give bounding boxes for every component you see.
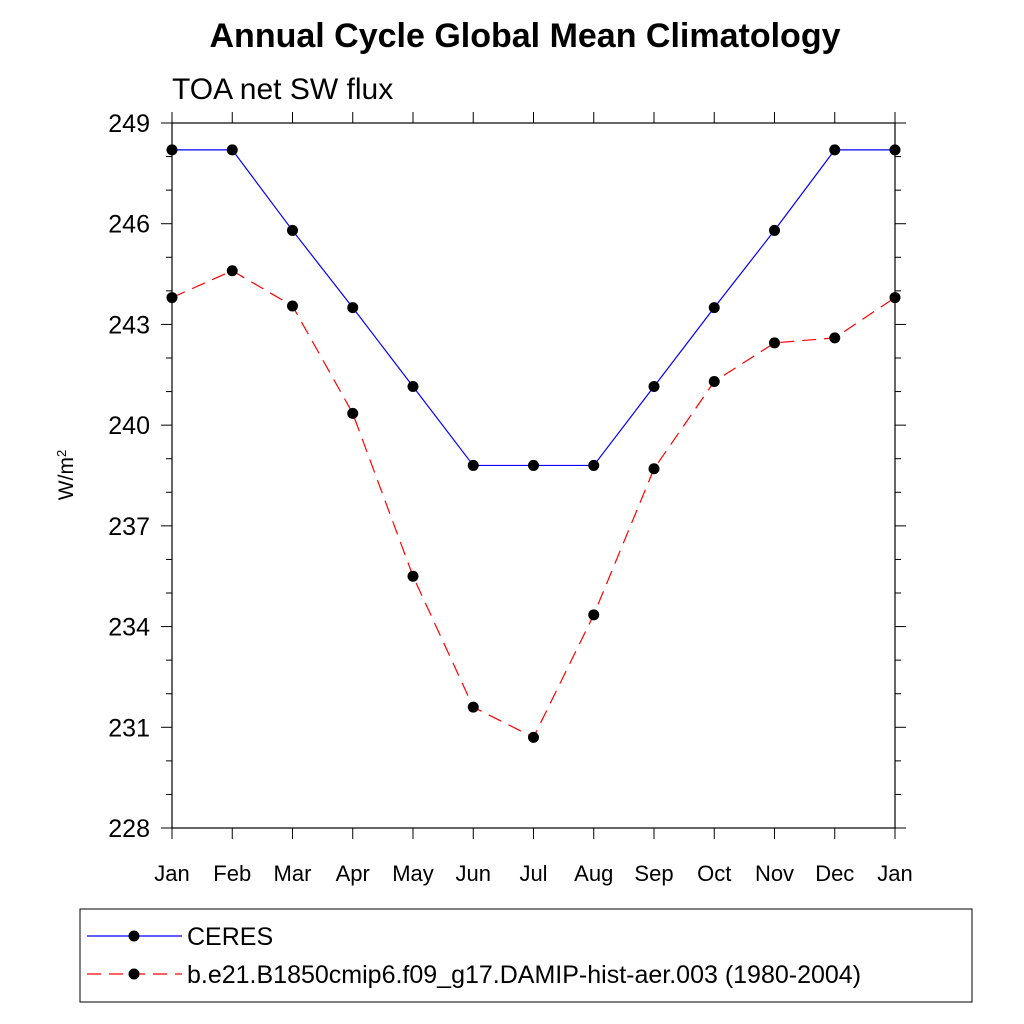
series-1-point — [166, 144, 178, 156]
series-2-point — [166, 292, 178, 304]
x-tick-label: Jul — [519, 861, 547, 886]
x-tick-label: Feb — [213, 861, 251, 886]
chart-subtitle: TOA net SW flux — [172, 73, 393, 106]
plot-frame — [171, 122, 896, 829]
x-tick-label: Jun — [456, 861, 491, 886]
legend-label-2: b.e21.B1850cmip6.f09_g17.DAMIP-hist-aer.… — [187, 961, 861, 989]
series-1-point — [528, 459, 539, 471]
y-axis-label-text: W/m — [55, 457, 78, 500]
y-tick-label: 228 — [108, 815, 150, 843]
series-2-point — [287, 300, 298, 312]
x-tick-label: Apr — [336, 861, 370, 886]
y-tick-label: 243 — [108, 311, 150, 339]
y-axis-label-superscript: 2 — [54, 450, 69, 457]
x-axis: Jan Feb Mar Apr May Jun Jul Aug Sep Oct Nov Dec Jan — [154, 112, 913, 886]
series-1-point — [648, 381, 660, 393]
series-2-point — [347, 407, 359, 419]
series-1-point — [708, 302, 720, 314]
series-1-point — [407, 381, 419, 393]
legend: CERES b.e21.B1850cmip6.f09_g17.DAMIP-hist… — [79, 908, 973, 1003]
x-tick-label: Nov — [755, 861, 794, 886]
series-1-point — [829, 144, 841, 156]
series-2-point — [588, 609, 600, 621]
y-tick-label: 246 — [108, 211, 150, 239]
legend-box — [79, 908, 973, 1003]
series-2-point — [889, 292, 901, 304]
series-1-point — [769, 224, 780, 236]
series-layer — [166, 144, 901, 743]
x-tick-label: May — [392, 861, 434, 886]
x-tick-label: Mar — [274, 861, 312, 886]
x-tick-label: Jan — [154, 861, 189, 886]
series-line-1 — [172, 149, 895, 467]
chart-title: Annual Cycle Global Mean Climatology — [210, 17, 841, 55]
plot-border — [171, 122, 896, 829]
series-1-point — [226, 144, 238, 156]
y-tick-label: 231 — [108, 714, 150, 742]
y-tick-label: 237 — [108, 513, 150, 541]
x-tick-label: Dec — [815, 861, 854, 886]
series-1-point — [287, 224, 298, 236]
series-line-2 — [171, 270, 896, 739]
series-1-point — [889, 144, 901, 156]
y-axis-label: W/m2 — [54, 450, 79, 500]
series-2-point — [467, 701, 479, 713]
legend-marker-1 — [128, 930, 140, 942]
legend-label-1: CERES — [187, 923, 273, 951]
series-2-point — [226, 265, 238, 277]
series-1-point — [347, 302, 359, 314]
y-tick-label: 249 — [108, 110, 150, 138]
x-tick-label: Sep — [634, 861, 673, 886]
series-2-point — [407, 570, 419, 582]
x-tick-label: Aug — [574, 861, 613, 886]
series-1-point — [588, 459, 600, 471]
series-1-point — [467, 459, 479, 471]
y-axis: 228 231 234 237 240 243 246 249 — [108, 110, 906, 843]
x-tick-label: Oct — [697, 861, 731, 886]
series-2-point — [528, 731, 539, 743]
series-2-point — [829, 332, 841, 344]
x-tick-label: Jan — [877, 861, 912, 886]
series-2-point — [648, 463, 660, 475]
series-2-point — [769, 337, 780, 349]
legend-marker-2 — [128, 968, 140, 980]
y-tick-label: 240 — [108, 412, 150, 440]
series-2-point — [708, 376, 720, 387]
y-tick-label: 234 — [108, 614, 150, 642]
